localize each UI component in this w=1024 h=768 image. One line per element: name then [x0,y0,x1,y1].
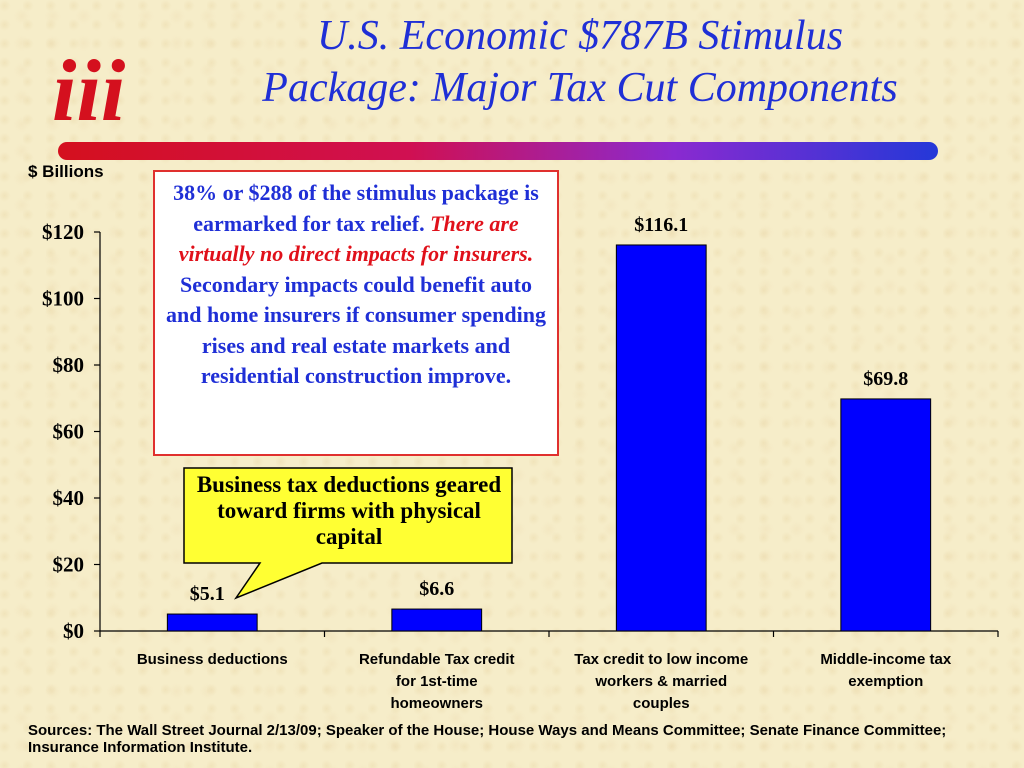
y-tick-label: $80 [53,353,85,377]
note-text-2: Secondary impacts could benefit auto and… [166,271,546,389]
x-tick-label: Business deductions [137,651,288,668]
slide-title: U.S. Economic $787B Stimulus Package: Ma… [150,10,1010,114]
sources-footnote: Sources: The Wall Street Journal 2/13/09… [28,722,947,756]
bar [166,613,258,632]
data-label: $5.1 [190,583,225,605]
x-tick-label: homeowners [390,695,483,712]
bar [391,608,483,632]
title-line-2: Package: Major Tax Cut Components [262,65,898,111]
x-tick-label: for 1st-time [396,673,478,690]
y-tick-label: $100 [42,287,84,311]
x-tick-label: exemption [848,673,923,690]
title-divider [58,142,938,160]
note-text-red: There are virtually no direct impacts fo… [178,210,534,267]
callout-text: Business tax deductions geared toward fi… [196,472,502,549]
x-tick-label: workers & married [594,673,727,690]
x-tick-label: couples [633,695,690,712]
bar [615,244,707,632]
data-label: $6.6 [419,578,454,600]
data-label: $69.8 [863,368,908,390]
note-box: 38% or $288 of the stimulus package is e… [153,170,559,456]
iii-logo: iii [52,48,126,130]
y-tick-label: $40 [53,486,85,510]
x-tick-label: Refundable Tax credit [359,651,515,668]
note-text-1: 38% or $288 of the stimulus package is e… [173,180,539,236]
y-tick-label: $20 [53,553,85,577]
y-unit-label: $ Billions [28,162,104,181]
iii-logo-text: iii [52,48,126,130]
y-tick-label: $120 [42,220,84,244]
x-tick-label: Middle-income tax [820,651,952,668]
x-tick-label: Tax credit to low income [574,651,748,668]
y-tick-label: $60 [53,420,85,444]
data-label: $116.1 [634,214,688,236]
y-tick-label: $0 [63,619,84,643]
bar [840,398,932,632]
title-line-1: U.S. Economic $787B Stimulus [316,13,844,59]
